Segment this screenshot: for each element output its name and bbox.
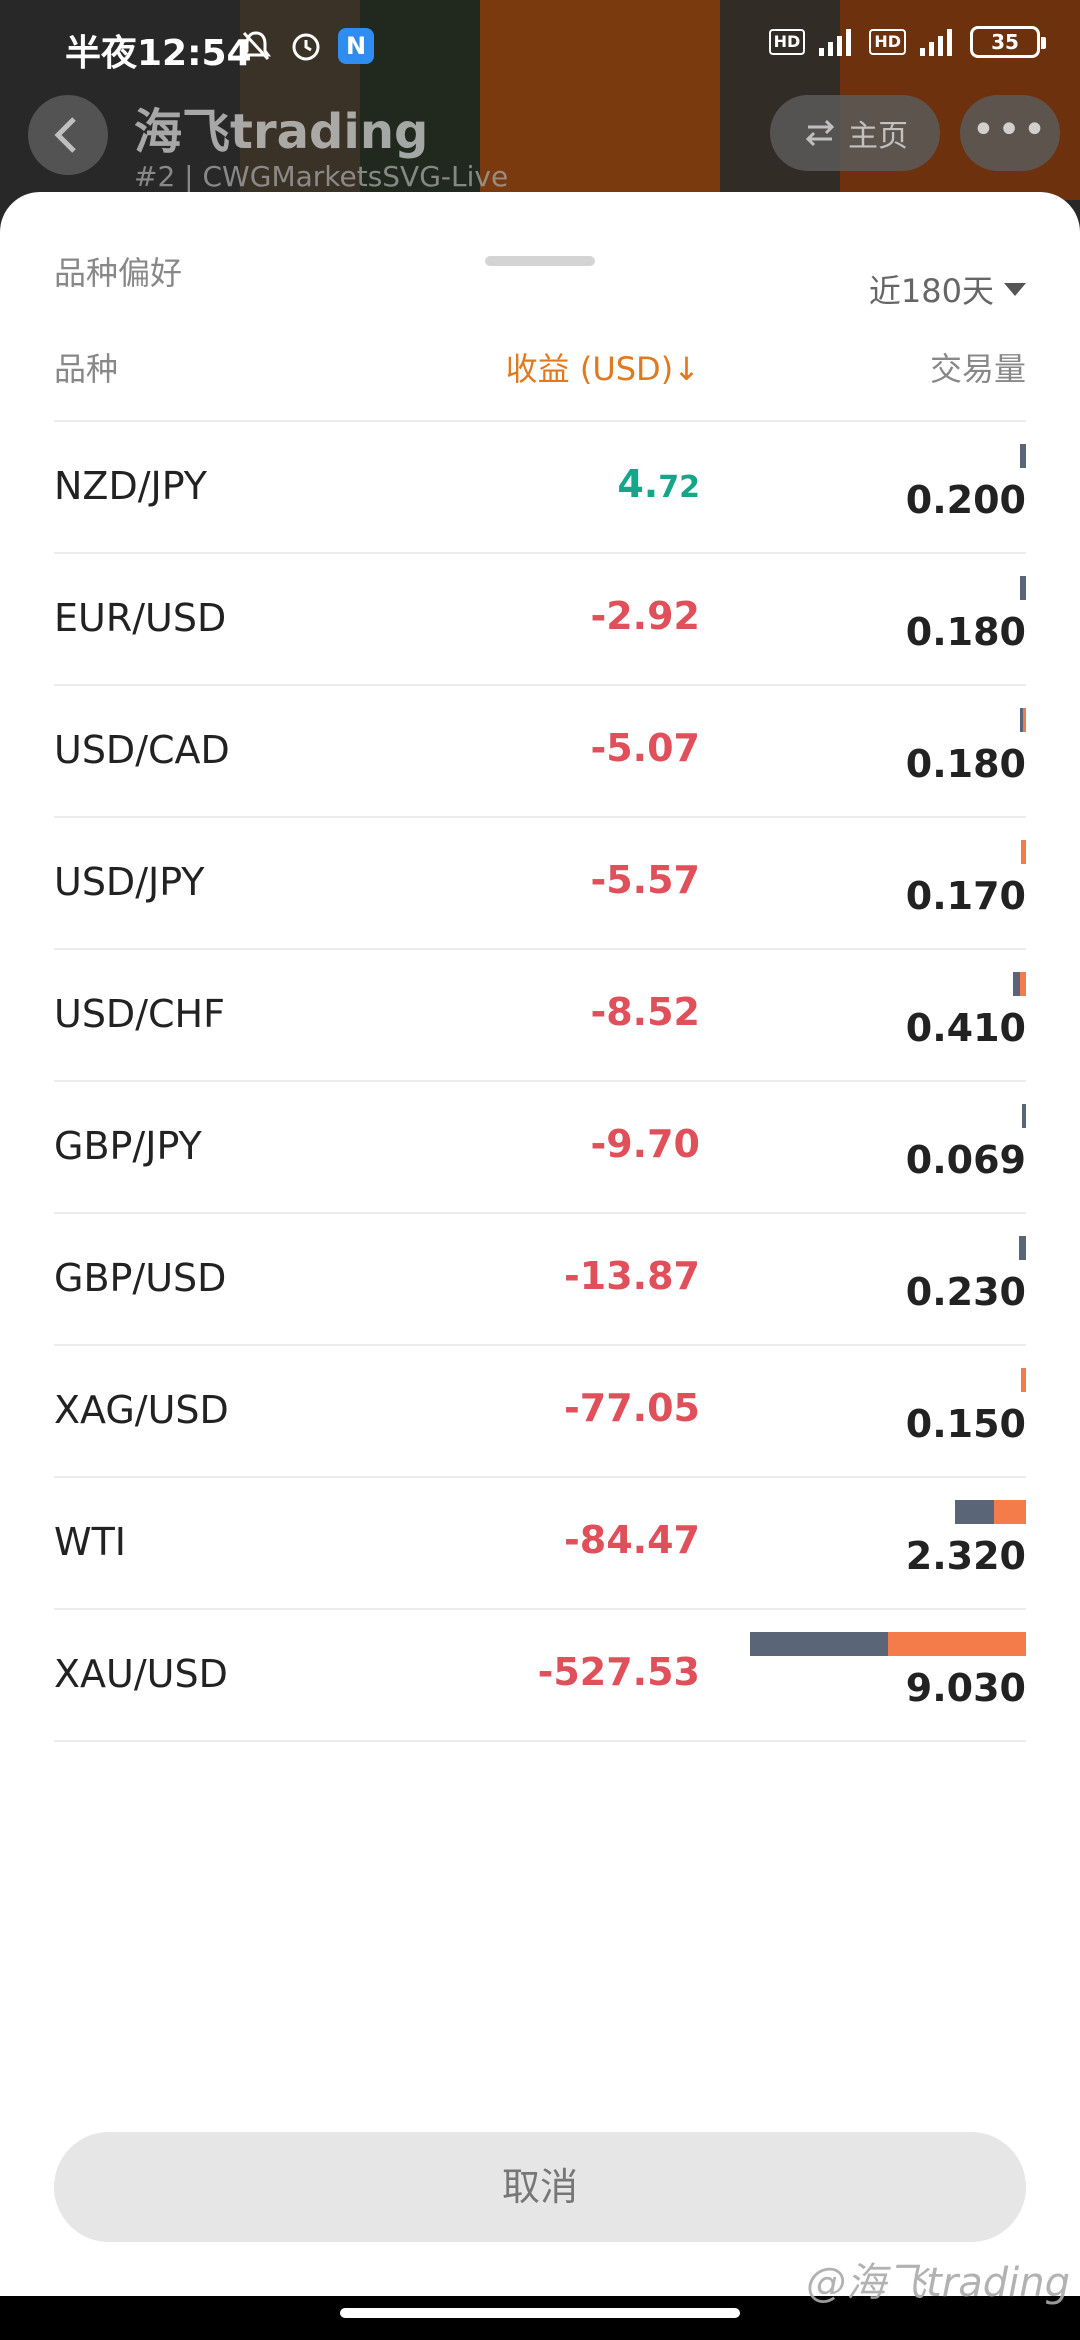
period-label: 近180天 <box>868 272 994 310</box>
symbol-table: NZD/JPY 4.72 0.200 EUR/USD -2.92 0.180 USD/CAD… <box>54 420 1026 1742</box>
volume-bar <box>1013 972 1026 996</box>
volume-bar-buy <box>1023 708 1026 732</box>
watermark: @海飞trading <box>806 2260 1070 2306</box>
sheet-title: 品种偏好 <box>54 254 183 292</box>
volume-bar-sell <box>1020 444 1026 468</box>
column-header-profit[interactable]: 收益 (USD)↓ <box>505 350 700 388</box>
volume-bar <box>1021 840 1026 864</box>
profit-value: -8.52 <box>590 990 700 1034</box>
symbol-name: USD/CAD <box>54 728 230 772</box>
volume-bar-sell <box>750 1632 888 1656</box>
profit-value: -77.05 <box>564 1386 700 1430</box>
drag-handle[interactable] <box>485 256 595 266</box>
profit-value: -13.87 <box>564 1254 700 1298</box>
app-notification-icon: N <box>338 28 374 64</box>
home-button[interactable]: 主页 <box>770 95 940 171</box>
back-button[interactable] <box>28 95 108 175</box>
volume-bar <box>955 1500 1026 1524</box>
column-header-volume[interactable]: 交易量 <box>929 350 1026 388</box>
period-selector[interactable]: 近180天 <box>869 266 1026 312</box>
page-title: 海飞trading <box>134 104 429 160</box>
volume-bar <box>1020 708 1026 732</box>
symbol-preference-sheet: 品种偏好 近180天 品种 收益 (USD)↓ 交易量 NZD/JPY 4.72 0… <box>0 192 1080 2296</box>
table-row[interactable]: NZD/JPY 4.72 0.200 <box>54 422 1026 554</box>
symbol-name: EUR/USD <box>54 596 227 640</box>
symbol-name: USD/CHF <box>54 992 225 1036</box>
profit-value: -2.92 <box>590 594 700 638</box>
chevron-left-icon <box>54 117 76 153</box>
profit-decimal: 72 <box>658 470 700 505</box>
home-label: 主页 <box>848 119 908 154</box>
table-row[interactable]: USD/CHF -8.52 0.410 <box>54 950 1026 1082</box>
caret-down-icon <box>1004 282 1026 296</box>
volume-value: 0.180 <box>905 610 1026 654</box>
bell-muted-icon <box>241 31 271 61</box>
symbol-name: GBP/USD <box>54 1256 227 1300</box>
profit-value: 4.72 <box>617 462 700 506</box>
volume-bar <box>1022 1104 1026 1128</box>
volume-value: 0.230 <box>905 1270 1026 1314</box>
volume-value: 2.320 <box>905 1534 1026 1578</box>
volume-bar-sell <box>955 1500 994 1524</box>
profit-value: -9.70 <box>590 1122 700 1166</box>
volume-bar-sell <box>1022 1104 1026 1128</box>
more-button[interactable]: ••• <box>960 95 1060 171</box>
volume-bar <box>1020 444 1026 468</box>
volume-value: 0.180 <box>905 742 1026 786</box>
volume-bar-sell <box>1020 576 1026 600</box>
volume-bar <box>1020 576 1026 600</box>
profit-value: -84.47 <box>564 1518 700 1562</box>
volume-value: 0.150 <box>905 1402 1026 1446</box>
table-row[interactable]: XAG/USD -77.05 0.150 <box>54 1346 1026 1478</box>
signal-icon <box>819 29 852 56</box>
symbol-name: GBP/JPY <box>54 1124 202 1168</box>
volume-bar <box>1019 1236 1026 1260</box>
cancel-button[interactable]: 取消 <box>54 2132 1026 2242</box>
volume-bar-buy <box>888 1632 1026 1656</box>
volume-bar-buy <box>1021 840 1026 864</box>
volume-value: 0.069 <box>905 1138 1026 1182</box>
status-bar: 半夜12:54 N HD HD 35 <box>0 0 1080 95</box>
hd-badge: HD <box>768 29 806 55</box>
table-row[interactable]: GBP/JPY -9.70 0.069 <box>54 1082 1026 1214</box>
status-time: 半夜12:54 <box>65 33 252 74</box>
volume-bar <box>750 1632 1026 1656</box>
table-row[interactable]: WTI -84.47 2.320 <box>54 1478 1026 1610</box>
profit-value: -5.07 <box>590 726 700 770</box>
symbol-name: USD/JPY <box>54 860 205 904</box>
volume-value: 0.200 <box>905 478 1026 522</box>
symbol-name: NZD/JPY <box>54 464 208 508</box>
account-subtitle: #2 | CWGMarketsSVG-Live <box>134 160 509 193</box>
volume-bar-buy <box>1020 972 1026 996</box>
volume-value: 0.170 <box>905 874 1026 918</box>
volume-bar-sell <box>1020 708 1023 732</box>
volume-value: 0.410 <box>905 1006 1026 1050</box>
volume-value: 9.030 <box>905 1666 1026 1710</box>
table-row[interactable]: XAU/USD -527.53 9.030 <box>54 1610 1026 1742</box>
symbol-name: XAU/USD <box>54 1652 228 1696</box>
table-row[interactable]: USD/CAD -5.07 0.180 <box>54 686 1026 818</box>
table-row[interactable]: USD/JPY -5.57 0.170 <box>54 818 1026 950</box>
volume-bar-sell <box>1013 972 1020 996</box>
volume-bar-buy <box>1021 1368 1026 1392</box>
battery-icon: 35 <box>970 26 1046 58</box>
alarm-icon <box>292 33 320 61</box>
volume-bar <box>1021 1368 1026 1392</box>
symbol-name: XAG/USD <box>54 1388 229 1432</box>
profit-value: -527.53 <box>537 1650 700 1694</box>
volume-bar-buy <box>994 1500 1026 1524</box>
home-indicator[interactable] <box>340 2308 740 2318</box>
table-row[interactable]: GBP/USD -13.87 0.230 <box>54 1214 1026 1346</box>
column-header-symbol[interactable]: 品种 <box>54 350 119 388</box>
symbol-name: WTI <box>54 1520 126 1564</box>
volume-bar-sell <box>1019 1236 1026 1260</box>
swap-icon <box>805 119 835 147</box>
hd-badge-2: HD <box>869 29 906 55</box>
profit-value: -5.57 <box>590 858 700 902</box>
signal-icon-2 <box>920 29 952 56</box>
profit-integer: 4. <box>617 462 659 506</box>
table-row[interactable]: EUR/USD -2.92 0.180 <box>54 554 1026 686</box>
